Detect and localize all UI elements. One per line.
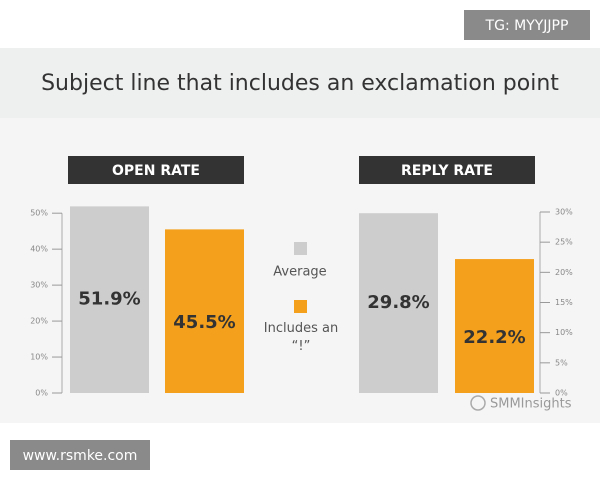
title-band bbox=[0, 48, 600, 118]
chart-header bbox=[68, 156, 244, 184]
chart-title: REPLY RATE bbox=[401, 163, 493, 179]
y-tick-label: 10% bbox=[30, 353, 48, 362]
bar bbox=[359, 213, 438, 393]
y-tick-label: 20% bbox=[30, 317, 48, 326]
y-tick-label: 5% bbox=[555, 358, 568, 367]
y-tick-label: 30% bbox=[30, 281, 48, 290]
chart-title: OPEN RATE bbox=[112, 163, 200, 179]
source: SMMInsights bbox=[490, 397, 572, 412]
value-label: 22.2% bbox=[463, 327, 525, 348]
source-icon bbox=[470, 395, 486, 411]
legend-swatch bbox=[294, 242, 307, 255]
y-tick-label: 25% bbox=[555, 238, 573, 247]
y-tick-label: 15% bbox=[555, 298, 573, 307]
footer: www.rsmke.com bbox=[23, 448, 138, 464]
legend-swatch bbox=[294, 300, 307, 313]
tag: TG: MYYJJPP bbox=[485, 18, 569, 34]
y-tick-label: 0% bbox=[35, 389, 48, 398]
footer-box bbox=[10, 440, 150, 470]
bar bbox=[455, 259, 534, 393]
value-label: 51.9% bbox=[78, 289, 140, 310]
y-tick-label: 20% bbox=[555, 268, 573, 277]
legend-label: Average bbox=[273, 265, 326, 280]
y-tick-label: 30% bbox=[555, 208, 573, 217]
bar bbox=[70, 206, 149, 393]
bar bbox=[165, 229, 244, 393]
tag-box bbox=[464, 10, 590, 40]
y-tick-label: 50% bbox=[30, 209, 48, 218]
value-label: 45.5% bbox=[173, 312, 235, 333]
y-tick-label: 0% bbox=[555, 389, 568, 398]
chart-header bbox=[359, 156, 535, 184]
y-tick-label: 10% bbox=[555, 328, 573, 337]
legend-label: Includes an “!” bbox=[263, 321, 339, 354]
title: Subject line that includes an exclamatio… bbox=[41, 71, 559, 96]
value-label: 29.8% bbox=[367, 292, 429, 313]
y-tick-label: 40% bbox=[30, 245, 48, 254]
